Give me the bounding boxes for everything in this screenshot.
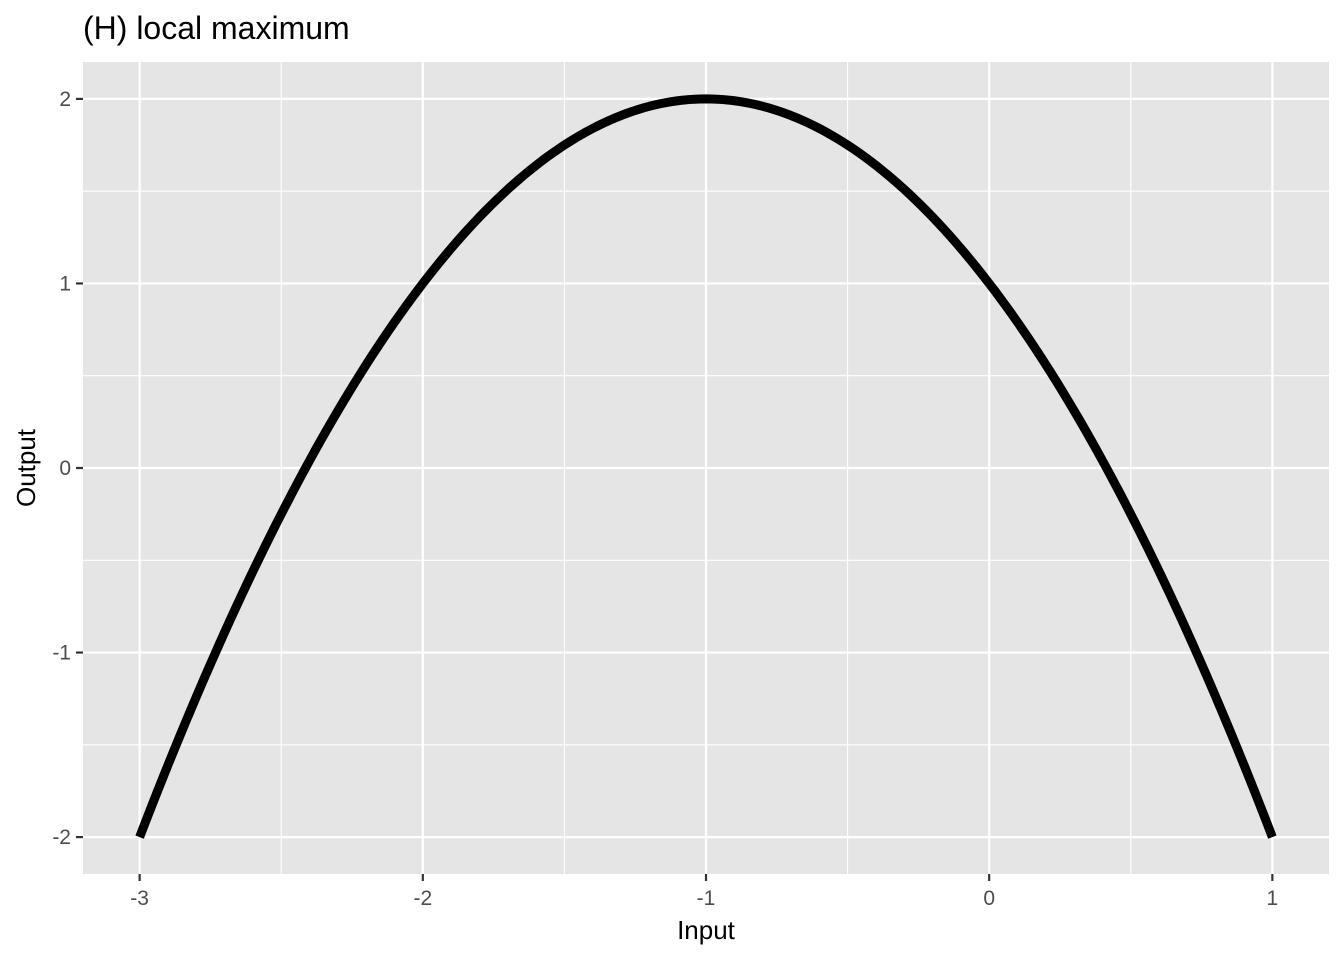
y-tick-label: -1: [52, 642, 71, 665]
x-tick-label: -3: [130, 887, 149, 910]
major-gridlines: [83, 62, 1329, 874]
y-tick-label: 2: [59, 88, 71, 111]
x-tick-label: 1: [1267, 887, 1279, 910]
y-tick-label: 1: [59, 272, 71, 295]
series-line: [135, 94, 1277, 839]
y-axis-label: Output: [11, 428, 41, 507]
x-tick-label: -1: [697, 887, 716, 910]
x-tick-label: -2: [413, 887, 432, 910]
x-axis: -3 -2 -1 0 1: [130, 874, 1278, 910]
x-axis-label: Input: [677, 915, 736, 945]
x-tick-label: 0: [983, 887, 995, 910]
y-tick-label: -2: [52, 826, 71, 849]
y-axis: -2 -1 0 1 2: [52, 88, 83, 849]
y-tick-label: 0: [59, 457, 71, 480]
chart-title: (H) local maximum: [83, 10, 350, 46]
